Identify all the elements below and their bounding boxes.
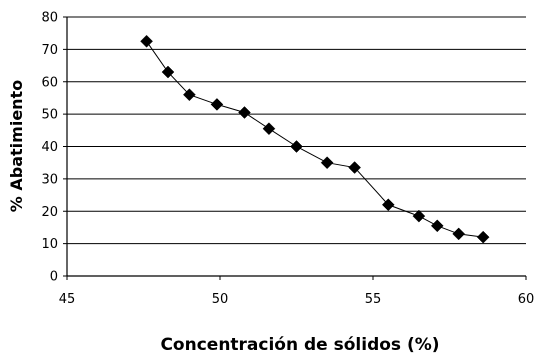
data-point-0-7 (320, 156, 334, 170)
gridlines (67, 16, 526, 245)
x-tick-label-55: 55 (365, 292, 382, 307)
data-point-0-13 (476, 230, 490, 244)
tick-labels: 0 10 20 30 40 50 60 70 80 45 50 55 60 (41, 11, 534, 308)
x-tick-label-45: 45 (59, 292, 76, 307)
data-point-0-9 (381, 198, 395, 212)
x-tick-label-50: 50 (212, 292, 229, 307)
series (140, 34, 490, 244)
data-point-0-3 (210, 98, 224, 111)
x-tick-label-60: 60 (518, 292, 535, 307)
data-point-0-4 (238, 106, 251, 119)
x-axis-title: Concentración de sólidos (%) (160, 335, 439, 355)
y-tick-label-10: 10 (41, 237, 58, 252)
data-point-0-10 (412, 209, 426, 223)
data-point-0-5 (262, 122, 276, 136)
axes (63, 16, 527, 280)
y-axis-title: % Abatimiento (7, 80, 26, 212)
data-point-0-1 (161, 65, 175, 79)
data-point-0-2 (183, 88, 196, 102)
y-tick-label-0: 0 (50, 270, 58, 285)
data-point-0-8 (348, 161, 361, 174)
data-point-0-11 (430, 219, 444, 233)
series-line-0 (146, 40, 484, 238)
y-tick-label-50: 50 (41, 108, 58, 123)
y-tick-label-40: 40 (41, 140, 58, 155)
data-point-0-6 (290, 140, 303, 153)
y-tick-label-70: 70 (41, 43, 58, 58)
data-point-0-12 (452, 227, 466, 241)
y-tick-label-80: 80 (41, 11, 58, 26)
y-tick-label-60: 60 (41, 75, 58, 90)
y-tick-label-30: 30 (41, 172, 58, 187)
data-point-0-0 (140, 34, 153, 48)
y-tick-label-20: 20 (41, 205, 58, 220)
